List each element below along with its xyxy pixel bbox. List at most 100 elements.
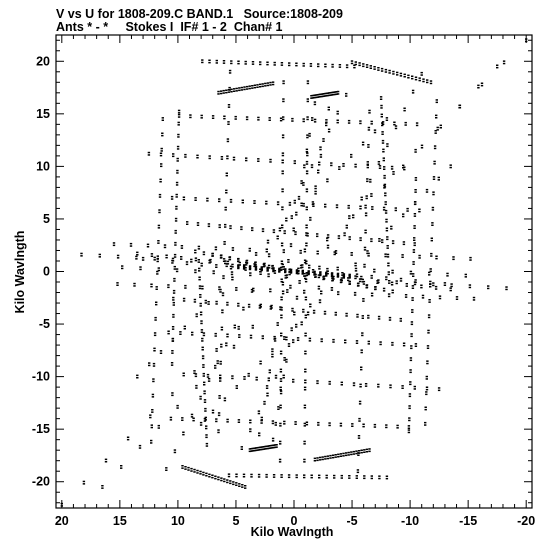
uv-point — [409, 359, 413, 362]
uv-point — [362, 423, 365, 425]
uv-point — [303, 389, 307, 391]
uv-point — [342, 163, 345, 165]
uv-point — [274, 421, 277, 424]
uv-point — [186, 223, 189, 225]
uv-point — [259, 268, 262, 270]
uv-point — [148, 364, 151, 367]
uv-point — [280, 62, 284, 64]
uv-point — [285, 358, 288, 361]
uv-point — [237, 266, 240, 269]
uv-point — [249, 428, 252, 430]
uv-point — [305, 244, 308, 247]
uv-point — [328, 94, 331, 97]
uv-point — [365, 66, 369, 68]
uv-point — [223, 115, 226, 117]
uv-point — [390, 225, 393, 228]
uv-point — [184, 468, 187, 470]
uv-point — [368, 109, 371, 112]
uv-point — [208, 476, 211, 478]
uv-point — [382, 159, 385, 162]
uv-point — [267, 275, 270, 278]
uv-point — [338, 166, 341, 168]
uv-point — [335, 206, 339, 209]
uv-point — [176, 145, 180, 148]
uv-point — [256, 84, 259, 86]
uv-point — [295, 271, 299, 274]
uv-point — [190, 413, 194, 416]
uv-point — [196, 469, 199, 472]
uv-point — [326, 272, 329, 275]
uv-point — [170, 364, 174, 366]
uv-point — [226, 138, 230, 140]
uv-point — [352, 214, 355, 216]
uv-point — [413, 244, 416, 247]
uv-point — [126, 438, 130, 441]
uv-point — [319, 96, 322, 98]
uv-point — [411, 92, 415, 94]
uv-point — [370, 193, 373, 195]
uv-point — [300, 202, 303, 204]
uv-point — [384, 255, 387, 258]
uv-point — [319, 146, 322, 148]
uv-point — [318, 265, 321, 268]
uv-point — [314, 276, 317, 278]
uv-point — [394, 125, 398, 127]
uv-point — [437, 389, 441, 392]
uv-point — [202, 334, 206, 337]
uv-point — [292, 229, 295, 232]
uv-point — [267, 267, 271, 269]
uv-point — [171, 262, 174, 264]
uv-point — [252, 447, 255, 450]
uv-point — [347, 204, 350, 207]
uv-point — [385, 475, 389, 477]
uv-point — [384, 203, 387, 206]
uv-point — [291, 117, 294, 120]
uv-point — [161, 117, 164, 119]
uv-point — [266, 84, 270, 87]
uv-point — [189, 114, 192, 116]
uv-point — [414, 345, 418, 347]
uv-point — [317, 285, 321, 288]
uv-point — [271, 437, 275, 440]
uv-point — [234, 115, 237, 118]
uv-point — [439, 124, 442, 127]
uv-point — [320, 290, 323, 292]
uv-point — [354, 262, 357, 264]
uv-point — [227, 121, 230, 123]
uv-point — [347, 207, 350, 209]
uv-point — [305, 170, 309, 172]
uv-point — [197, 261, 200, 263]
uv-point — [337, 453, 340, 456]
uv-point — [273, 340, 277, 342]
uv-point — [435, 101, 438, 104]
uv-point — [247, 375, 250, 377]
uv-point — [340, 277, 343, 279]
uv-point — [288, 204, 292, 206]
uv-point — [249, 337, 253, 339]
uv-point — [384, 253, 387, 255]
uv-point — [243, 376, 246, 378]
uv-point — [280, 278, 283, 280]
uv-point — [366, 166, 369, 169]
uv-point — [196, 157, 199, 159]
uv-point — [432, 178, 436, 180]
uv-point — [221, 309, 224, 311]
uv-point — [225, 174, 228, 177]
uv-point — [348, 236, 351, 238]
uv-point — [303, 250, 307, 253]
uv-point — [302, 202, 305, 205]
uv-point — [266, 239, 270, 242]
uv-point — [373, 68, 376, 70]
uv-point — [364, 204, 367, 207]
uv-point — [306, 82, 310, 85]
uv-point — [330, 273, 334, 275]
uv-point — [198, 270, 201, 272]
uv-point — [196, 222, 200, 224]
uv-point — [314, 185, 317, 187]
uv-point — [353, 66, 356, 69]
uv-point — [302, 120, 305, 123]
uv-point — [370, 195, 373, 197]
uv-point — [283, 420, 286, 423]
uv-point — [385, 119, 389, 121]
uv-point — [269, 288, 272, 290]
